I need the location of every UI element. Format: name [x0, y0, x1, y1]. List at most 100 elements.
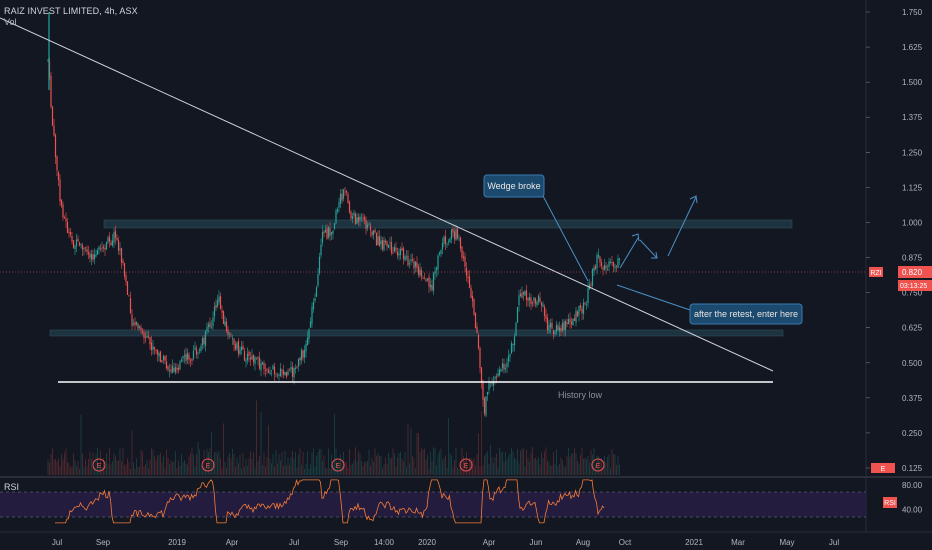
volume-bar [65, 448, 67, 475]
candle-body [113, 232, 115, 243]
volume-bar [200, 466, 202, 475]
retest-text: after the retest, enter here [694, 309, 798, 319]
volume-bar [157, 455, 158, 475]
volume-bar [427, 454, 428, 475]
volume-bar [124, 465, 125, 475]
countdown-value: 03:13:25 [900, 283, 927, 290]
volume-bar [70, 467, 71, 475]
volume-bar [133, 462, 134, 475]
candle-body [378, 236, 381, 246]
volume-bar [275, 450, 277, 475]
volume-bar [271, 463, 272, 475]
candle-body [180, 359, 183, 362]
volume-bar [217, 453, 218, 475]
volume-bar [349, 449, 350, 475]
retest-callout[interactable] [689, 303, 803, 325]
volume-bar [298, 454, 299, 475]
candle-body [576, 311, 579, 317]
candle-body [309, 321, 312, 328]
candle-body [297, 359, 300, 367]
earnings-marker[interactable] [92, 458, 106, 472]
volume-bar [269, 458, 271, 475]
volume-bar [332, 465, 334, 475]
candle-body [282, 370, 285, 375]
volume-bar [221, 468, 223, 475]
candle-body [204, 330, 207, 346]
time-axis[interactable]: Jul Sep 2019 Apr Jul Sep 14:00 2020 Apr Jun Aug Oct… [52, 538, 839, 547]
volume-bar [106, 452, 107, 475]
wedge-trendline[interactable] [0, 17, 774, 372]
candle-body [158, 353, 160, 357]
volume-bar [52, 448, 53, 475]
volume-bar [137, 467, 139, 475]
volume-bar [151, 448, 152, 475]
candle-body [594, 266, 597, 270]
resistance-zone[interactable] [103, 219, 793, 229]
volume-bar [344, 461, 346, 475]
candle-body [170, 369, 172, 372]
volume-bar [364, 461, 365, 475]
volume-bar [223, 423, 224, 475]
volume-bar [575, 453, 577, 475]
volume-bar [607, 456, 608, 475]
candle-body [477, 334, 480, 349]
wedge-broke-callout[interactable] [483, 174, 545, 198]
projection-arrow-2[interactable] [639, 239, 658, 259]
volume-bar [583, 458, 584, 475]
candle-body [411, 259, 414, 261]
volume-bar [167, 457, 169, 475]
volume-bar [64, 452, 65, 475]
volume-bar [478, 433, 479, 475]
candle-body [525, 290, 528, 300]
volume-bar [95, 454, 97, 475]
candle-body [554, 331, 556, 335]
volume-bar [605, 462, 607, 475]
volume-bar [241, 468, 242, 475]
earnings-marker[interactable] [201, 458, 215, 472]
price-axis[interactable]: 1.750 1.625 1.500 1.375 1.250 1.125 1.000 0.875… [866, 8, 923, 473]
candle-body [255, 357, 258, 359]
candle-body [492, 380, 495, 386]
candle-body [218, 296, 220, 302]
candle-body [252, 354, 255, 363]
projection-arrow-1[interactable] [619, 237, 639, 269]
volume-bar [97, 447, 98, 475]
candle-body [90, 253, 93, 260]
candle-body [351, 216, 354, 219]
volume-bar [463, 456, 464, 475]
earnings-marker[interactable] [459, 458, 473, 472]
rsi-axis[interactable]: 80.00 40.00 [902, 481, 923, 515]
candle-body [428, 277, 430, 287]
volume-bar [521, 448, 523, 475]
volume-bar [178, 460, 179, 475]
volume-bar [599, 459, 601, 475]
earnings-marker[interactable] [591, 458, 605, 472]
candle-body [603, 264, 606, 270]
volume-bar [209, 448, 211, 475]
candle-body [102, 246, 105, 249]
candle-body [605, 265, 607, 269]
candle-body [203, 337, 205, 345]
support-zone[interactable] [49, 329, 784, 337]
candle-body [105, 241, 108, 250]
candle-body [422, 277, 424, 279]
candle-body [251, 356, 253, 360]
earnings-marker[interactable] [331, 458, 345, 472]
candle-body [72, 240, 75, 248]
volume-bar [323, 455, 325, 475]
volume-bar [613, 454, 614, 475]
candle-body [131, 314, 133, 326]
volume-bar [266, 457, 268, 475]
candle-body [284, 371, 286, 375]
candle-body [144, 336, 147, 338]
volume-bar [190, 453, 191, 475]
volume-bar [61, 454, 62, 475]
candle-body [579, 305, 582, 308]
volume-bar [262, 465, 263, 475]
projection-arrow-3[interactable] [667, 196, 697, 257]
candle-body [65, 218, 67, 222]
last-price-tag [898, 266, 932, 278]
volume-bar [73, 453, 74, 475]
